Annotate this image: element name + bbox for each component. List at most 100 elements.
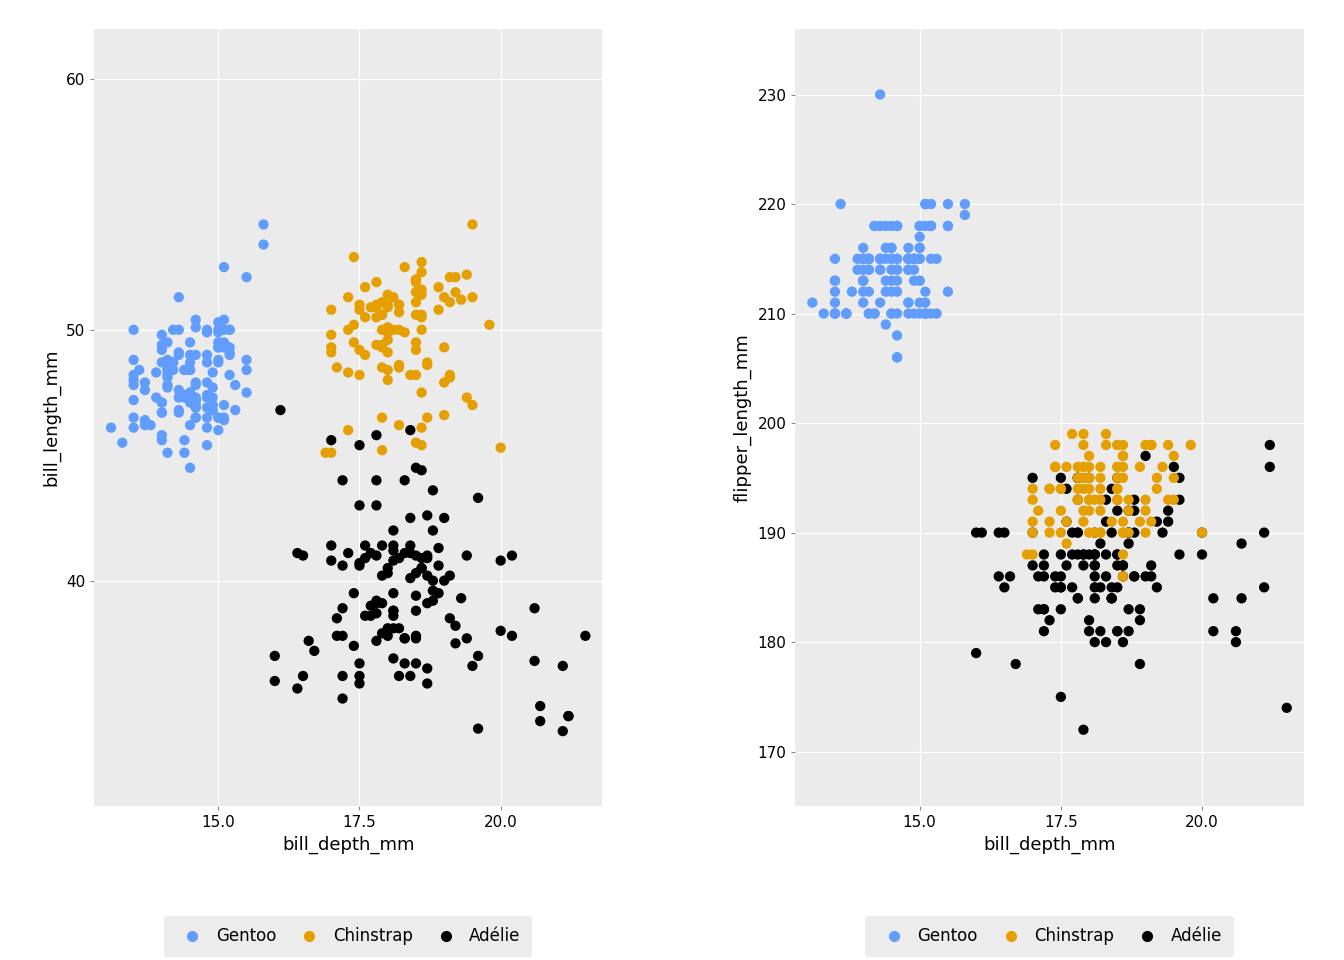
Point — [168, 348, 190, 363]
Point — [937, 218, 958, 233]
Point — [926, 306, 948, 322]
Point — [965, 525, 986, 540]
Point — [157, 368, 179, 383]
Point — [1039, 481, 1060, 496]
Point — [207, 352, 228, 368]
Point — [1034, 602, 1055, 617]
Point — [1056, 558, 1078, 573]
Point — [1078, 492, 1099, 508]
Point — [988, 525, 1009, 540]
Point — [857, 284, 879, 300]
Point — [388, 668, 410, 684]
Point — [1073, 438, 1094, 453]
Point — [1226, 635, 1247, 650]
Point — [383, 608, 405, 623]
Point — [214, 340, 235, 355]
Point — [1259, 438, 1281, 453]
Point — [376, 324, 398, 340]
Point — [214, 323, 235, 338]
Point — [456, 390, 477, 405]
Point — [376, 320, 398, 335]
Point — [151, 337, 172, 352]
Point — [332, 668, 353, 684]
Point — [179, 385, 200, 400]
Point — [1050, 547, 1071, 563]
Point — [355, 550, 376, 565]
Point — [824, 273, 845, 288]
Point — [870, 262, 891, 277]
Point — [926, 252, 948, 267]
Point — [1106, 558, 1128, 573]
Point — [179, 355, 200, 371]
Point — [376, 561, 398, 576]
Point — [909, 229, 930, 245]
Point — [1113, 558, 1134, 573]
Point — [411, 438, 433, 453]
Point — [1101, 590, 1122, 606]
Point — [937, 284, 958, 300]
Point — [875, 284, 896, 300]
Point — [101, 420, 122, 435]
Point — [1146, 580, 1168, 595]
Point — [196, 387, 218, 402]
Point — [1090, 492, 1111, 508]
Point — [1113, 635, 1134, 650]
Point — [445, 284, 466, 300]
Point — [427, 586, 449, 601]
Point — [1056, 514, 1078, 529]
Point — [852, 252, 874, 267]
Point — [122, 368, 144, 383]
Point — [1134, 568, 1156, 584]
Point — [214, 397, 235, 413]
Point — [1134, 492, 1156, 508]
Point — [1129, 657, 1150, 672]
Point — [196, 410, 218, 425]
Point — [1078, 492, 1099, 508]
Point — [468, 721, 489, 736]
Point — [1113, 448, 1134, 464]
Point — [1106, 503, 1128, 518]
Point — [163, 323, 184, 338]
Point — [1106, 470, 1128, 486]
Point — [898, 252, 919, 267]
Point — [185, 390, 207, 405]
Point — [524, 653, 546, 668]
Point — [327, 611, 348, 626]
Point — [157, 380, 179, 396]
Point — [207, 355, 228, 371]
Point — [921, 197, 942, 212]
Point — [898, 252, 919, 267]
Point — [235, 270, 257, 285]
Point — [134, 413, 156, 428]
Point — [179, 385, 200, 400]
Point — [1106, 470, 1128, 486]
Point — [909, 218, 930, 233]
Point — [411, 264, 433, 279]
Point — [886, 273, 907, 288]
Point — [427, 540, 449, 556]
Point — [1118, 503, 1140, 518]
Point — [1039, 481, 1060, 496]
Point — [439, 270, 461, 285]
Y-axis label: bill_length_mm: bill_length_mm — [42, 348, 60, 487]
Point — [1078, 481, 1099, 496]
Point — [1050, 503, 1071, 518]
Point — [852, 273, 874, 288]
Point — [1073, 514, 1094, 529]
Point — [320, 345, 341, 360]
Point — [852, 240, 874, 255]
Point — [168, 390, 190, 405]
Point — [1106, 481, 1128, 496]
Point — [235, 352, 257, 368]
Point — [355, 348, 376, 363]
Point — [383, 553, 405, 568]
Point — [151, 355, 172, 371]
Point — [1113, 525, 1134, 540]
Point — [434, 374, 456, 390]
Point — [405, 565, 426, 581]
Point — [1163, 492, 1184, 508]
Point — [1113, 459, 1134, 474]
Point — [886, 252, 907, 267]
Point — [1078, 503, 1099, 518]
Point — [898, 306, 919, 322]
